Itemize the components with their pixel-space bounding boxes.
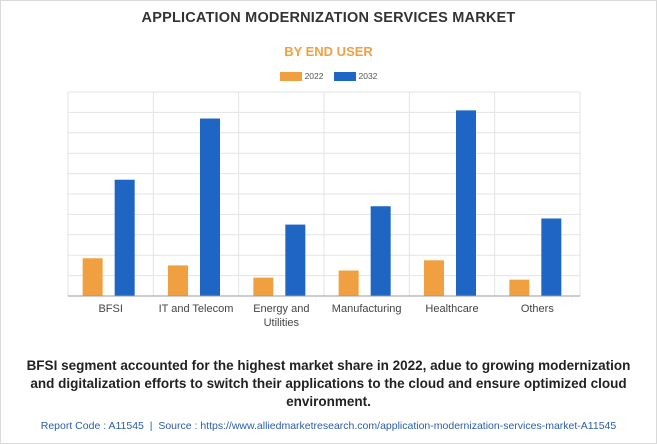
chart-legend: 2022 2032 [0,71,657,81]
bar-2032-bfsi [114,179,135,296]
footer-separator: | [149,420,153,432]
source-link[interactable]: Source : https://www.alliedmarketresearc… [158,420,617,432]
legend-item-2022: 2022 [279,71,324,81]
chart-title: APPLICATION MODERNIZATION SERVICES MARKE… [141,10,516,26]
footer: Report Code : A11545 | Source : https://… [0,420,657,432]
bar-2022-others [509,279,530,296]
x-tick-label: IT and Telecom [159,303,234,315]
x-tick-label: Healthcare [425,303,478,315]
bar-2032-healthcare [456,110,476,296]
report-code: Report Code : A11545 [40,420,144,432]
legend-swatch-2022 [279,71,302,81]
legend-item-2032: 2032 [333,71,378,81]
chart-caption: BFSI segment accounted for the highest m… [26,358,631,409]
legend-label-2022: 2022 [304,71,324,81]
bar-2032-energy-and-utilities [285,224,306,296]
legend-swatch-2032 [333,71,356,81]
bar-2032-manufacturing [370,206,391,296]
bar-chart: BFSI IT and Telecom Energy and Utilities Man… [67,91,581,329]
x-tick-label: Energy and Utilities [253,303,309,329]
bar-2022-manufacturing [338,270,359,296]
chart-subtitle: BY END USER [284,44,373,59]
bar-2022-bfsi [82,258,103,296]
x-tick-label: Manufacturing [332,303,402,315]
bar-2022-it-and-telecom [168,265,188,296]
legend-label-2032: 2032 [358,71,378,81]
bar-2022-energy-and-utilities [253,277,274,296]
bar-2032-it-and-telecom [200,118,220,297]
x-tick-label: Others [521,303,555,315]
bar-2022-healthcare [424,260,444,296]
x-tick-label: BFSI [98,303,122,315]
bar-2032-others [541,218,562,296]
